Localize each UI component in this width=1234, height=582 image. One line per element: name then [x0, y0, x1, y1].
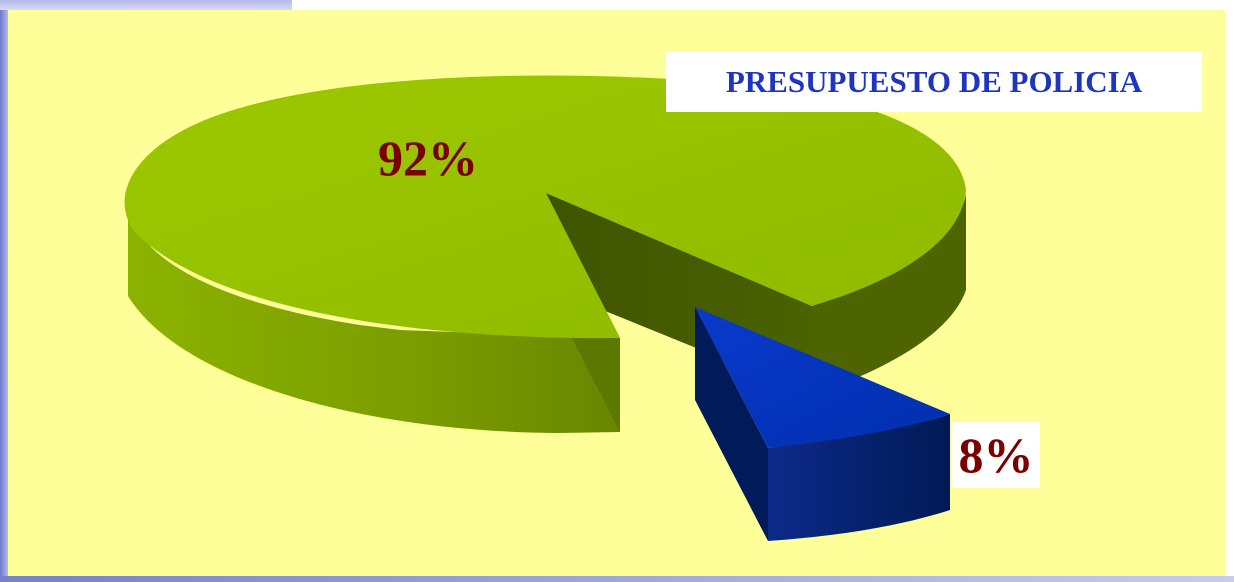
- slice-92-side: [128, 198, 620, 433]
- slide-bottom-border: [0, 576, 1234, 582]
- slice-92-back-side: [812, 194, 966, 395]
- data-label-92: 92%: [378, 130, 478, 186]
- slice-8-top: [695, 307, 950, 448]
- pie-slice-92: [124, 75, 967, 433]
- data-label-8: 8%: [952, 422, 1040, 488]
- slide-left-border: [0, 0, 8, 582]
- chart-title: PRESUPUESTO DE POLICIA: [666, 52, 1202, 112]
- slice-92-top: [124, 75, 967, 339]
- slide-top-border: [0, 0, 292, 10]
- pie-slice-8: [695, 307, 950, 541]
- slice-8-outer-side: [768, 414, 950, 541]
- slice-8-side: [695, 307, 768, 541]
